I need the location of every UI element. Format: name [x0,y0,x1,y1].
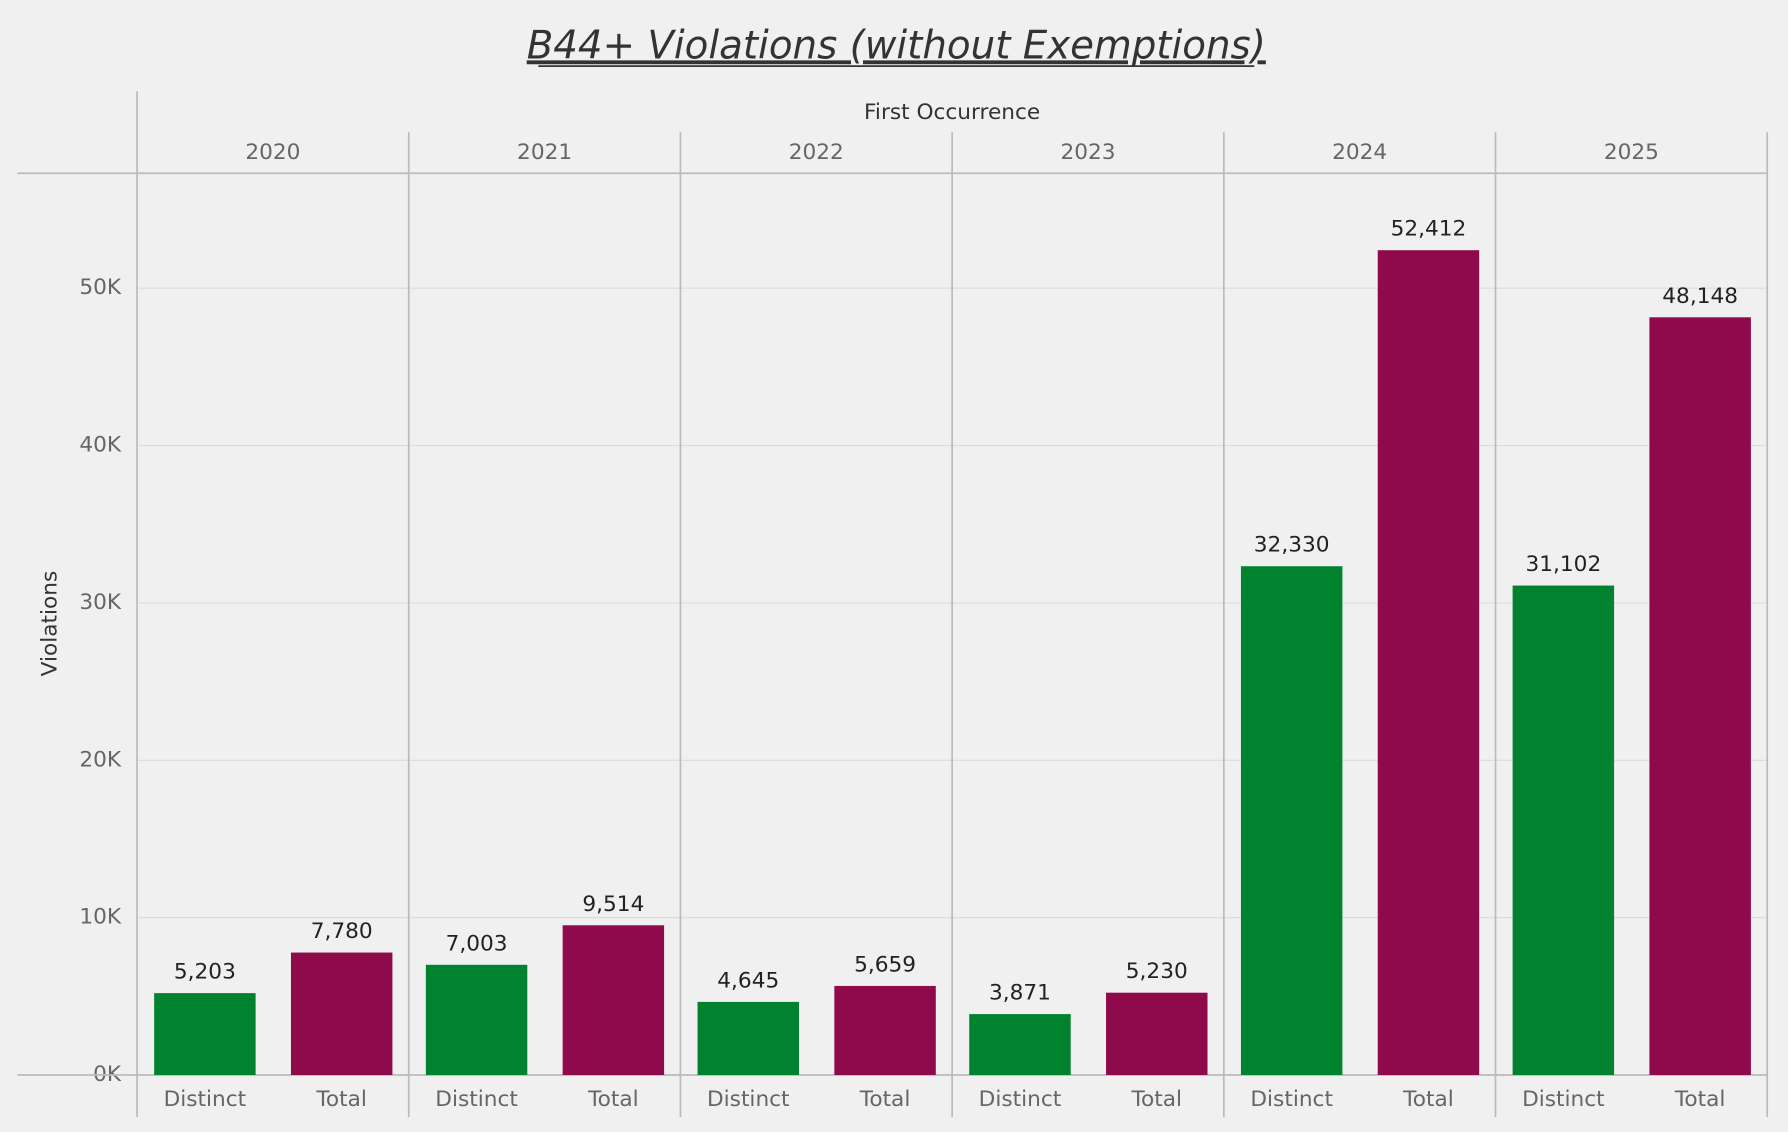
value-label: 7,780 [311,919,373,944]
x-tick-label: Distinct [435,1087,518,1112]
y-tick-label: 50K [79,275,122,300]
y-tick-label: 20K [79,747,122,772]
x-tick-label: Total [1402,1087,1454,1112]
bar [697,1001,800,1076]
column-header: 2022 [789,140,844,165]
x-tick-label: Total [859,1087,911,1112]
value-label: 52,412 [1391,217,1467,242]
bar [969,1014,1071,1076]
x-tick-label: Distinct [979,1087,1062,1112]
x-tick-label: Total [587,1087,639,1112]
x-tick-label: Total [315,1087,367,1112]
value-label: 48,148 [1662,284,1738,309]
x-tick-label: Total [1130,1087,1182,1112]
value-label: 7,003 [446,931,508,956]
value-label: 3,871 [989,981,1051,1006]
bar [1240,566,1343,1076]
bar [1512,585,1615,1076]
value-label: 4,645 [717,968,779,993]
bar [290,952,393,1076]
value-label: 5,203 [174,960,236,985]
column-header: 2021 [517,140,572,165]
y-tick-label: 30K [79,590,122,615]
column-header: 2024 [1332,140,1387,165]
bar [154,993,256,1076]
x-tick-label: Distinct [1522,1087,1605,1112]
bar [1377,250,1480,1076]
value-label: 31,102 [1525,552,1601,577]
column-header: 2025 [1604,140,1659,165]
bar [562,925,665,1076]
value-label: 9,514 [582,892,644,917]
bar [834,985,936,1076]
column-header: 2020 [245,140,300,165]
x-tick-label: Total [1674,1087,1726,1112]
x-tick-label: Distinct [707,1087,790,1112]
bar [1106,992,1208,1076]
y-tick-label: 10K [79,905,122,930]
bar [425,964,528,1076]
y-axis-label: Violations [37,571,62,677]
x-axis-label: First Occurrence [864,100,1040,125]
column-header: 2023 [1060,140,1115,165]
value-label: 5,659 [854,952,916,977]
bar [1649,317,1751,1076]
x-tick-label: Distinct [164,1087,247,1112]
value-label: 32,330 [1254,533,1330,558]
value-label: 5,230 [1126,959,1188,984]
x-tick-label: Distinct [1250,1087,1333,1112]
chart-title: B44+ Violations (without Exemptions) [527,23,1266,68]
y-tick-label: 40K [79,433,122,458]
